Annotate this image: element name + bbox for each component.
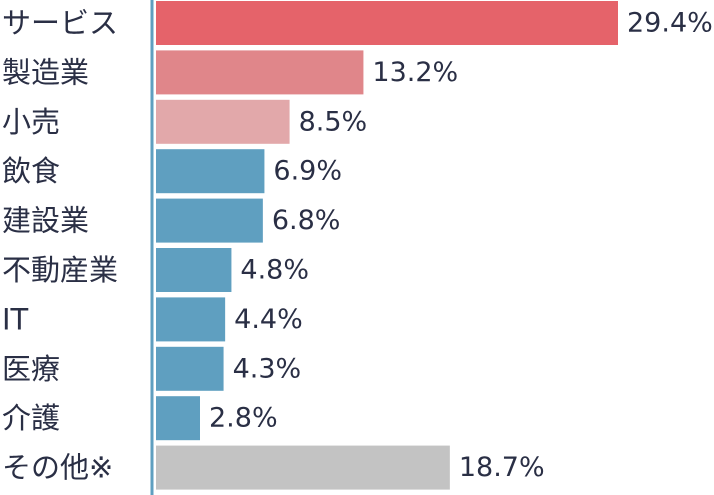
bar-1 bbox=[156, 50, 364, 95]
category-label-7: 医療 bbox=[2, 352, 60, 386]
value-label-2: 8.5% bbox=[299, 106, 368, 137]
bar-9 bbox=[156, 445, 450, 490]
category-label-1: 製造業 bbox=[2, 55, 89, 89]
value-label-7: 4.3% bbox=[233, 353, 302, 384]
category-label-3: 飲食 bbox=[2, 154, 60, 188]
labels-layer: サービス 29.4% 製造業 13.2% 小売 8.5% 飲食 6.9% 建設業 6.8% 不動産業… bbox=[2, 6, 713, 485]
category-label-6: IT bbox=[2, 302, 29, 336]
bar-6 bbox=[156, 297, 226, 342]
value-label-4: 6.8% bbox=[272, 205, 341, 236]
bars-layer bbox=[156, 1, 618, 490]
value-label-9: 18.7% bbox=[459, 452, 545, 483]
category-label-4: 建設業 bbox=[2, 204, 89, 238]
bar-8 bbox=[156, 396, 200, 441]
category-label-0: サービス bbox=[2, 6, 118, 40]
bar-7 bbox=[156, 346, 224, 391]
value-label-6: 4.4% bbox=[234, 304, 303, 335]
value-label-8: 2.8% bbox=[209, 403, 278, 434]
value-label-5: 4.8% bbox=[240, 255, 309, 286]
bar-4 bbox=[156, 198, 263, 243]
bar-0 bbox=[156, 1, 618, 45]
bar-5 bbox=[156, 248, 232, 292]
category-label-9: その他※ bbox=[2, 451, 113, 485]
value-label-0: 29.4% bbox=[627, 8, 713, 39]
category-label-2: 小売 bbox=[2, 105, 60, 139]
value-label-1: 13.2% bbox=[372, 57, 458, 88]
bar-2 bbox=[156, 99, 290, 144]
bar-3 bbox=[156, 149, 265, 194]
value-label-3: 6.9% bbox=[273, 156, 342, 187]
category-label-8: 介護 bbox=[2, 401, 60, 435]
category-label-5: 不動産業 bbox=[2, 253, 118, 287]
